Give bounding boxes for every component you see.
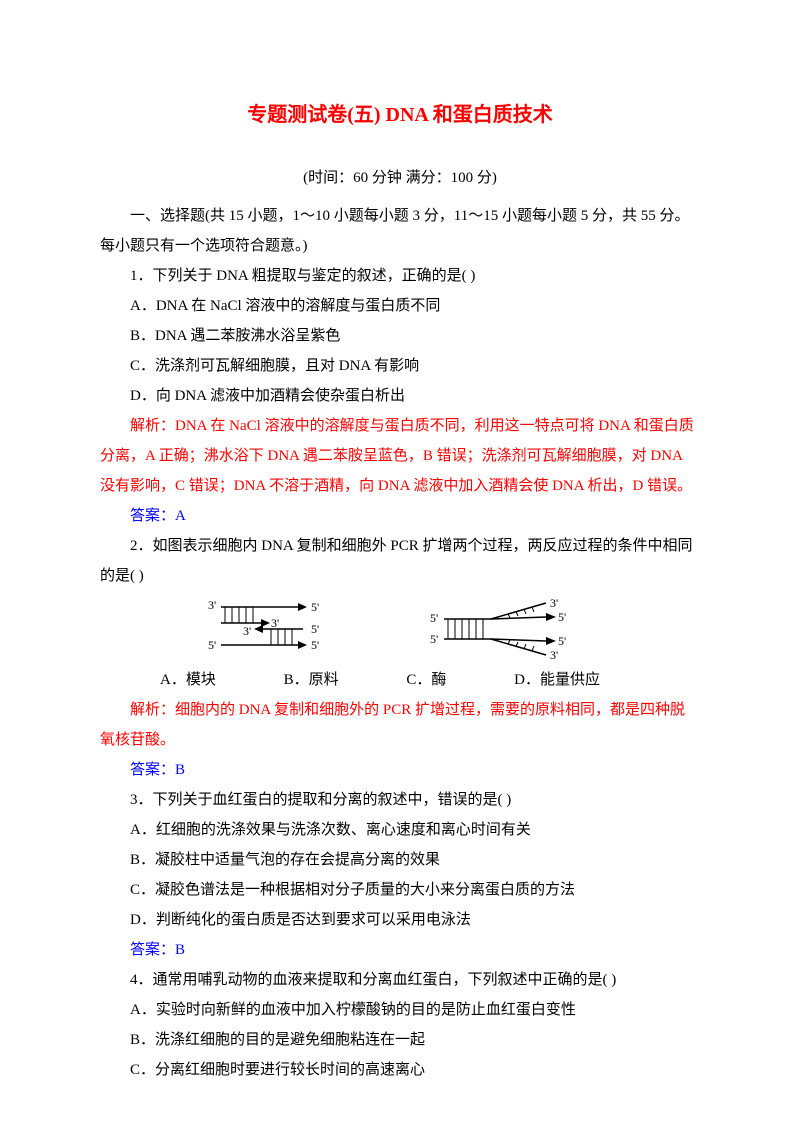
- q4-option-c: C．分离红细胞时要进行较长时间的高速离心: [100, 1055, 700, 1085]
- q3-option-d: D．判断纯化的蛋白质是否达到要求可以采用电泳法: [100, 905, 700, 935]
- q4-option-a: A．实验时向新鲜的血液中加入柠檬酸钠的目的是防止血红蛋白变性: [100, 995, 700, 1025]
- q2-option-a: A．模块: [130, 665, 216, 695]
- q2-option-b: B．原料: [254, 665, 339, 695]
- q1-option-c: C．洗涤剂可瓦解细胞膜，且对 DNA 有影响: [100, 351, 700, 381]
- svg-text:3': 3': [243, 624, 251, 638]
- q2-option-c: C．酶: [376, 665, 446, 695]
- q2-diagram: 3' 5' 3' 3' 5' 5' 5' 5' 5': [100, 597, 700, 661]
- title-prefix: 专题测试卷(五): [247, 104, 385, 126]
- q3-stem: 3．下列关于血红蛋白的提取和分离的叙述中，错误的是( ): [100, 785, 700, 815]
- q3-option-c: C．凝胶色谱法是一种根据相对分子质量的大小来分离蛋白质的方法: [100, 875, 700, 905]
- page-title: 专题测试卷(五) DNA 和蛋白质技术: [100, 95, 700, 135]
- q2-options: A．模块 B．原料 C．酶 D．能量供应: [100, 665, 700, 695]
- q2-stem: 2．如图表示细胞内 DNA 复制和细胞外 PCR 扩增两个过程，两反应过程的条件…: [100, 531, 700, 591]
- q1-option-b: B．DNA 遇二苯胺沸水浴呈紫色: [100, 321, 700, 351]
- q2-option-d: D．能量供应: [484, 665, 600, 695]
- q1-option-d: D．向 DNA 滤液中加酒精会使杂蛋白析出: [100, 381, 700, 411]
- svg-text:3': 3': [550, 597, 558, 610]
- q3-answer: 答案：B: [100, 935, 700, 965]
- svg-text:5': 5': [208, 638, 216, 652]
- subtitle: (时间：60 分钟 满分：100 分): [100, 163, 700, 193]
- q1-stem: 1．下列关于 DNA 粗提取与鉴定的叙述，正确的是( ): [100, 261, 700, 291]
- svg-text:5': 5': [311, 638, 319, 652]
- dna-diagram-right: 5' 5' 3' 5' 3' 5': [428, 597, 598, 661]
- q4-option-b: B．洗涤红细胞的目的是避免细胞粘连在一起: [100, 1025, 700, 1055]
- q4-stem: 4．通常用哺乳动物的血液来提取和分离血红蛋白，下列叙述中正确的是( ): [100, 965, 700, 995]
- q1-answer: 答案：A: [100, 501, 700, 531]
- dna-diagram-left: 3' 5' 3' 3' 5' 5' 5': [203, 597, 373, 653]
- q1-option-a: A．DNA 在 NaCl 溶液中的溶解度与蛋白质不同: [100, 291, 700, 321]
- svg-text:5': 5': [430, 632, 438, 646]
- title-main: DNA 和蛋白质技术: [386, 104, 553, 126]
- svg-text:3': 3': [208, 598, 216, 612]
- svg-text:5': 5': [558, 610, 566, 624]
- svg-text:3': 3': [550, 648, 558, 661]
- q2-analysis: 解析：细胞内的 DNA 复制和细胞外的 PCR 扩增过程，需要的原料相同，都是四…: [100, 695, 700, 755]
- svg-text:5': 5': [430, 611, 438, 625]
- q3-option-a: A．红细胞的洗涤效果与洗涤次数、离心速度和离心时间有关: [100, 815, 700, 845]
- section-intro: 一、选择题(共 15 小题，1～10 小题每小题 3 分，11～15 小题每小题…: [100, 201, 700, 261]
- q3-option-b: B．凝胶柱中适量气泡的存在会提高分离的效果: [100, 845, 700, 875]
- svg-text:5': 5': [311, 622, 319, 636]
- q2-answer: 答案：B: [100, 755, 700, 785]
- svg-text:3': 3': [271, 616, 279, 630]
- svg-text:5': 5': [558, 634, 566, 648]
- q1-analysis: 解析：DNA 在 NaCl 溶液中的溶解度与蛋白质不同，利用这一特点可将 DNA…: [100, 411, 700, 501]
- svg-text:5': 5': [311, 600, 319, 614]
